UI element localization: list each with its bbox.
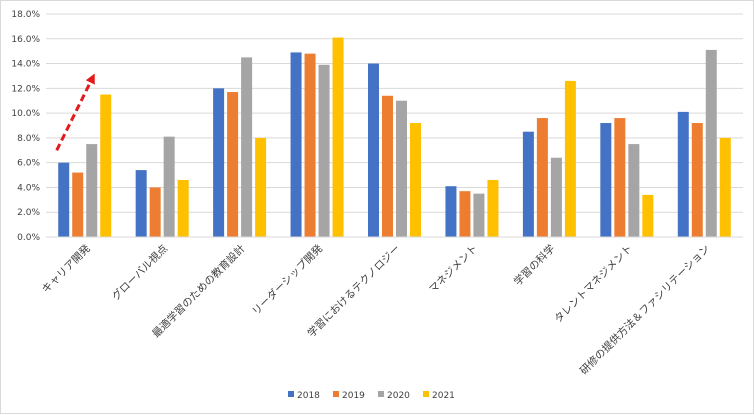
bar-2021: [177, 180, 189, 237]
bar-2020: [705, 49, 717, 237]
bar-2018: [522, 131, 534, 237]
bar-2021: [255, 137, 267, 237]
trend-arrow: [55, 73, 95, 151]
bar-2018: [600, 123, 612, 237]
bar-2018: [58, 162, 70, 237]
category-label: 学習の科学: [511, 242, 557, 288]
bar-2021: [642, 194, 654, 237]
bar-2021: [487, 180, 499, 237]
bar-2020: [396, 100, 407, 237]
bar-2020: [163, 136, 175, 237]
legend-swatch-2018: [288, 391, 294, 397]
category-label: 研修の提供方法＆ファシリテーション: [577, 242, 712, 377]
bar-2019: [304, 53, 316, 238]
legend-swatch-2019: [333, 391, 339, 397]
y-tick-label: 18.0%: [11, 10, 40, 20]
y-tick-label: 14.0%: [11, 60, 40, 70]
y-tick-label: 8.0%: [17, 134, 40, 144]
y-tick-label: 12.0%: [11, 84, 40, 94]
bar-2018: [368, 63, 379, 237]
bar-2018: [135, 170, 147, 237]
legend-label: 2021: [432, 391, 455, 401]
y-tick-label: 6.0%: [17, 159, 40, 169]
bar-2019: [382, 95, 393, 238]
legend: 2018 2019 2020 2021: [288, 391, 455, 401]
legend-swatch-2020: [378, 391, 384, 397]
category-label: マネジメント: [427, 243, 480, 296]
bar-2019: [536, 118, 548, 237]
legend-label: 2020: [387, 391, 410, 401]
category-label: グローバル視点: [109, 242, 170, 303]
bar-2020: [241, 57, 253, 237]
gridlines: [46, 13, 743, 213]
bar-2021: [410, 123, 421, 237]
category-label: リーダーシップ開発: [249, 242, 325, 318]
arrow-head: [85, 73, 95, 85]
bar-2019: [149, 187, 161, 237]
legend-label: 2018: [297, 391, 320, 401]
bar-2018: [677, 111, 689, 237]
arrow-shaft: [55, 81, 92, 151]
y-axis-ticks: 0.0% 2.0% 4.0% 6.0% 8.0% 10.0% 12.0% 14.0% 16.0%…: [11, 10, 40, 243]
y-tick-label: 0.0%: [17, 233, 40, 243]
legend-label: 2019: [342, 391, 365, 401]
bar-2019: [691, 123, 703, 237]
bar-2021: [719, 137, 731, 237]
bar-2019: [227, 92, 239, 237]
category-label: キャリア開発: [39, 242, 93, 296]
bar-2020: [318, 64, 330, 237]
bar-2020: [473, 193, 485, 237]
bar-2018: [213, 88, 225, 237]
legend-swatch-2021: [423, 391, 429, 397]
y-tick-label: 10.0%: [11, 109, 40, 119]
bar-2020: [550, 157, 562, 237]
bar-2018: [290, 52, 302, 238]
bar-2021: [100, 94, 112, 238]
category-label: タレントマネジメント: [552, 243, 635, 326]
bar-2018: [445, 186, 457, 237]
bar-2020: [628, 144, 640, 237]
bars: [58, 37, 731, 238]
bar-2019: [72, 172, 84, 237]
bar-2019: [459, 191, 471, 237]
bar-2020: [86, 144, 98, 237]
bar-2021: [332, 37, 344, 238]
y-tick-label: 4.0%: [17, 183, 40, 193]
y-tick-label: 16.0%: [11, 35, 40, 45]
y-tick-label: 2.0%: [17, 208, 40, 218]
bar-2019: [614, 118, 626, 237]
bar-2021: [564, 80, 576, 238]
